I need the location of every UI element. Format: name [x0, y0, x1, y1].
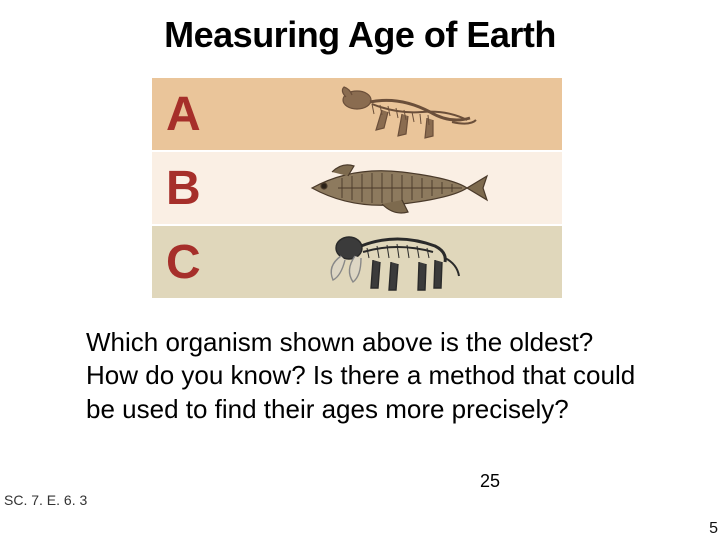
fossil-c-mammoth-icon	[222, 226, 562, 298]
layer-label-b: B	[152, 161, 222, 216]
layer-label-a: A	[152, 87, 222, 142]
stray-character: 5	[709, 520, 718, 538]
standard-code: SC. 7. E. 6. 3	[4, 492, 87, 508]
page-number: 25	[480, 471, 500, 492]
layer-row-c: C	[152, 226, 562, 298]
slide: Measuring Age of Earth A	[0, 0, 720, 540]
fossil-a-dinosaur-icon	[222, 78, 562, 150]
slide-title: Measuring Age of Earth	[0, 14, 720, 56]
fossil-b-fish-icon	[222, 152, 562, 224]
fossil-layers-figure: A B	[152, 78, 562, 298]
layer-label-c: C	[152, 235, 222, 290]
layer-row-b: B	[152, 152, 562, 224]
layer-row-a: A	[152, 78, 562, 150]
question-text: Which organism shown above is the oldest…	[86, 326, 646, 426]
